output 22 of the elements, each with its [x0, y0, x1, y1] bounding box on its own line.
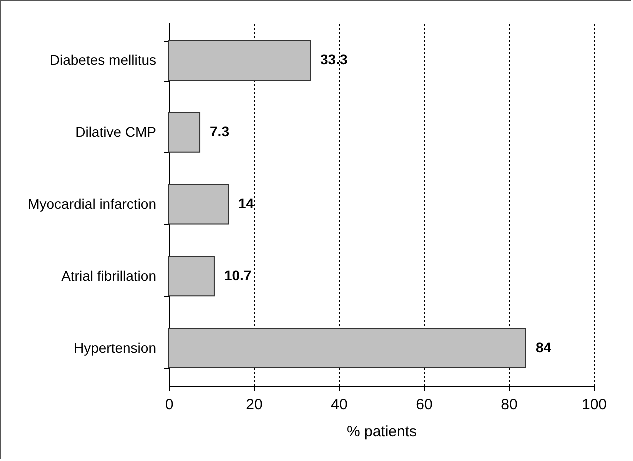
data-label: 10.7: [224, 267, 252, 284]
bar: [168, 112, 201, 153]
data-label: 84: [536, 339, 552, 356]
y-tick-label: Dilative CMP: [76, 124, 156, 140]
bar: [168, 40, 312, 82]
x-tick-label: 60: [416, 396, 433, 414]
x-tick-label: 0: [165, 396, 174, 414]
y-tick-label: Atrial fibrillation: [62, 268, 156, 284]
x-tick-label: 80: [501, 396, 518, 414]
y-tick-label: Diabetes mellitus: [50, 52, 156, 68]
data-label: 7.3: [210, 124, 230, 140]
x-tick-label: 100: [582, 396, 608, 414]
x-tick-label: 20: [246, 396, 263, 414]
bar: [168, 256, 215, 297]
x-axis-title: % patients: [346, 424, 418, 440]
y-tick-label: Hypertension: [74, 340, 156, 356]
bar: [168, 328, 526, 369]
data-label: 14: [238, 196, 254, 212]
data-label: 33.3: [320, 52, 348, 68]
x-tick-label: 40: [331, 396, 348, 414]
y-tick-label: Myocardial infarction: [28, 196, 156, 212]
bar: [168, 184, 229, 225]
